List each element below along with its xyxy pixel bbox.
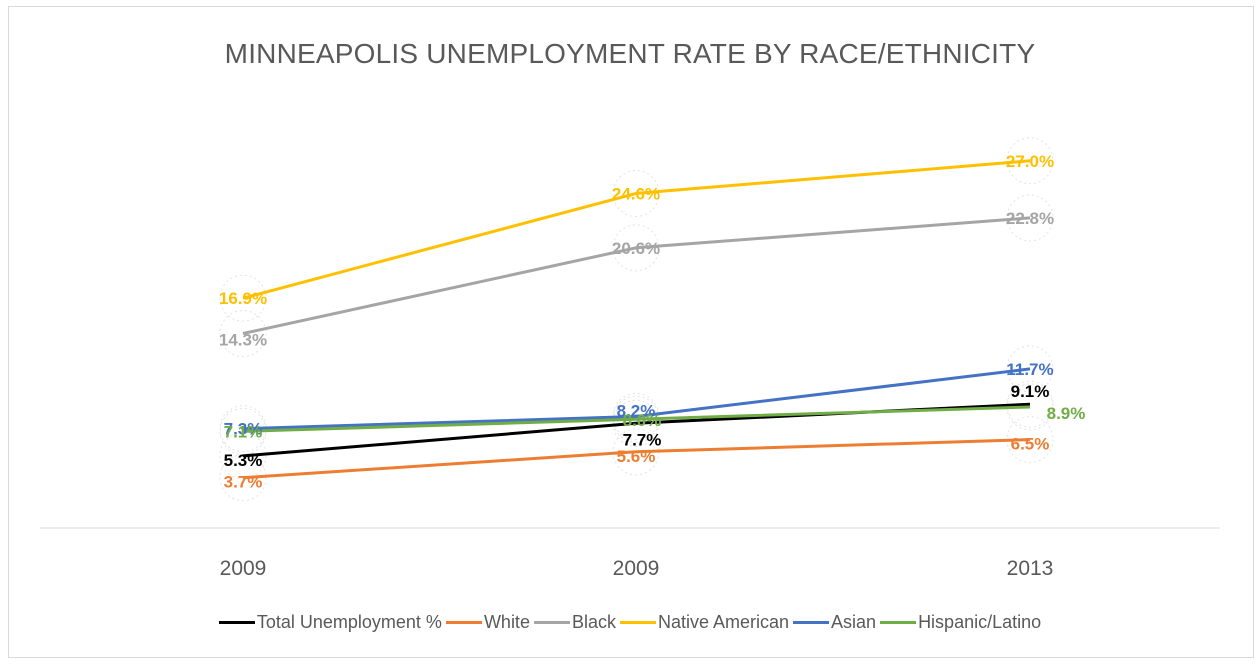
legend-swatch <box>218 621 255 624</box>
legend-item-total-unemployment: Total Unemployment % <box>218 612 442 633</box>
legend-swatch <box>880 621 917 624</box>
data-label-white: 6.5% <box>1011 435 1050 454</box>
data-label-hispanic-latino: 8.0% <box>623 411 662 430</box>
series-line-native-american <box>242 159 1031 300</box>
data-label-ring <box>1006 194 1054 242</box>
x-tick-label: 2009 <box>220 557 267 580</box>
chart-title: MINNEAPOLIS UNEMPLOYMENT RATE BY RACE/ET… <box>224 38 1036 69</box>
data-label-white: 3.7% <box>224 473 263 492</box>
legend-label: Total Unemployment % <box>256 612 442 632</box>
legend-label: Asian <box>831 612 877 632</box>
chart-frame <box>8 6 1254 658</box>
data-label-ring <box>612 224 660 272</box>
x-tick-label: 2013 <box>1007 557 1054 580</box>
data-label-native-american: 27.0% <box>1006 152 1054 171</box>
data-label-total-unemployment: 7.7% <box>623 430 662 449</box>
data-label-native-american: 16.9% <box>219 289 267 308</box>
data-label-asian: 11.7% <box>1006 360 1053 379</box>
data-label-black: 14.3% <box>219 331 267 350</box>
legend-swatch <box>619 621 656 624</box>
series-line-white <box>242 438 1031 480</box>
data-label-black: 20.6% <box>612 239 660 258</box>
data-label-hispanic-latino: 7.1% <box>224 422 263 441</box>
legend-item-hispanic-latino: Hispanic/Latino <box>880 612 1041 633</box>
legend-item-black: Black <box>533 612 616 633</box>
data-label-asian: 7.3% <box>224 420 263 439</box>
data-label-asian: 8.2% <box>617 401 656 420</box>
data-label-ring <box>219 432 267 480</box>
data-label-ring <box>1006 137 1054 185</box>
data-label-white: 5.6% <box>617 447 656 466</box>
series-line-hispanic-latino <box>242 405 1031 433</box>
legend-item-asian: Asian <box>793 612 876 633</box>
data-label-ring <box>612 169 660 217</box>
data-label-ring <box>219 310 267 358</box>
legend-label: Hispanic/Latino <box>918 612 1042 632</box>
legend-swatch <box>533 621 570 624</box>
data-label-total-unemployment: 9.1% <box>1011 382 1050 401</box>
legend-item-white: White <box>445 612 530 633</box>
data-label-ring <box>219 274 267 322</box>
legend-label: Black <box>571 612 616 632</box>
legend-swatch <box>445 621 482 624</box>
chart-legend: Total Unemployment % White Black Native Ame… <box>0 612 1260 633</box>
data-label-hispanic-latino: 8.9% <box>1047 404 1086 423</box>
series-line-asian <box>242 367 1031 431</box>
data-label-black: 22.8% <box>1006 209 1054 228</box>
legend-swatch <box>793 621 830 624</box>
series-line-black <box>242 216 1031 335</box>
legend-item-native-american: Native American <box>619 612 790 633</box>
data-label-ring <box>1006 345 1054 393</box>
data-label-native-american: 24.6% <box>612 184 660 203</box>
legend-label: White <box>483 612 530 632</box>
data-label-total-unemployment: 5.3% <box>224 451 263 470</box>
legend-label: Native American <box>657 612 790 632</box>
x-tick-label: 2009 <box>613 557 660 580</box>
